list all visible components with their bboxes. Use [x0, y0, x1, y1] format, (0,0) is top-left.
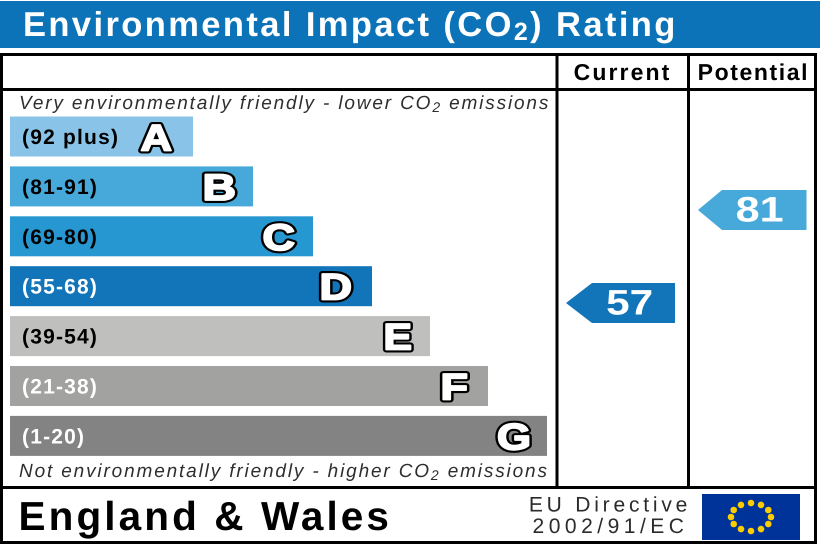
svg-text:A: A	[141, 118, 173, 159]
svg-text:57: 57	[606, 283, 653, 323]
svg-text:C: C	[263, 217, 296, 258]
svg-text:Potential: Potential	[698, 59, 810, 85]
svg-text:D: D	[320, 267, 353, 308]
svg-text:England & Wales: England & Wales	[19, 493, 393, 539]
svg-text:B: B	[203, 167, 237, 208]
svg-text:(1-20): (1-20)	[22, 425, 85, 448]
svg-text:(39-54): (39-54)	[22, 326, 98, 349]
svg-text:F: F	[441, 367, 469, 408]
svg-text:(21-38): (21-38)	[22, 376, 98, 399]
svg-text:2002/91/EC: 2002/91/EC	[533, 515, 689, 538]
svg-text:E: E	[384, 317, 413, 358]
svg-text:(81-91): (81-91)	[22, 176, 98, 199]
svg-text:B: B	[203, 167, 237, 208]
svg-text:Not environmentally friendly -: Not environmentally friendly - higher CO…	[19, 461, 549, 483]
svg-text:Very environmentally friendly: Very environmentally friendly - lower CO…	[19, 93, 550, 115]
svg-text:A: A	[141, 118, 173, 159]
svg-text:E: E	[384, 317, 413, 358]
svg-text:(69-80): (69-80)	[22, 226, 98, 249]
svg-text:81: 81	[736, 190, 784, 230]
svg-text:F: F	[441, 367, 469, 408]
svg-text:G: G	[497, 416, 531, 457]
svg-text:C: C	[263, 217, 296, 258]
svg-text:Current: Current	[574, 59, 672, 85]
svg-text:(55-68): (55-68)	[22, 276, 98, 299]
svg-text:D: D	[320, 267, 353, 308]
svg-text:G: G	[497, 416, 531, 457]
svg-text:(92 plus): (92 plus)	[22, 126, 119, 149]
svg-text:Environmental Impact (CO2) Rat: Environmental Impact (CO2) Rating	[23, 6, 678, 46]
svg-text:EU Directive: EU Directive	[529, 494, 691, 517]
